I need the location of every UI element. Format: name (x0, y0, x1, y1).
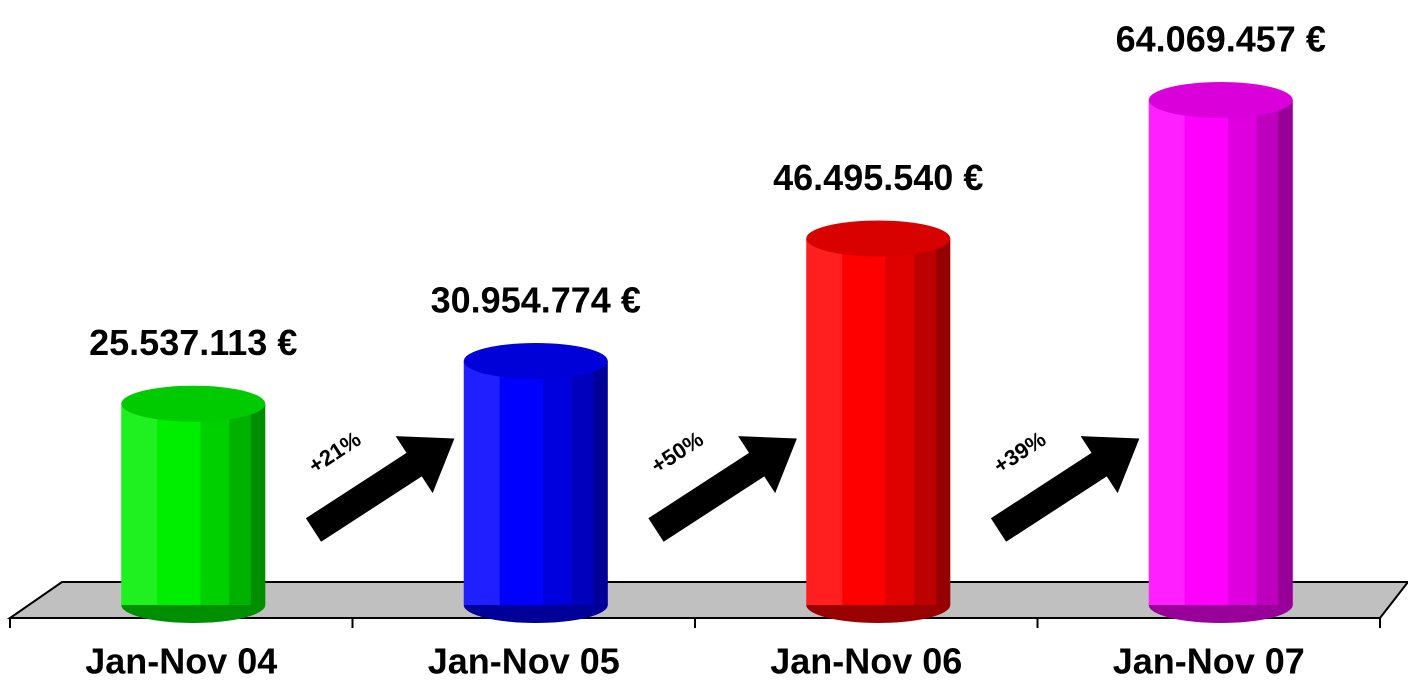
bar (1148, 100, 1293, 605)
bar-shade (250, 403, 266, 605)
bar (463, 361, 608, 605)
bar (806, 238, 951, 605)
bar-shade (1227, 100, 1293, 605)
annotation: +39% (989, 426, 1050, 478)
x-tick-label: Jan-Nov 04 (85, 641, 277, 682)
arrow (648, 436, 797, 542)
growth-arrow: +21% (304, 426, 455, 542)
growth-arrow: +39% (989, 426, 1140, 542)
bar-shade (1278, 100, 1293, 605)
value-label: 46.495.540 € (773, 157, 983, 198)
value-label: 64.069.457 € (1116, 19, 1326, 60)
bar-shade (571, 361, 608, 605)
value-label: 30.954.774 € (431, 280, 641, 321)
annotation: +50% (646, 426, 707, 478)
bar-top (1148, 82, 1293, 118)
arrow (990, 436, 1140, 542)
bar-top (121, 385, 266, 422)
annotation: +21% (304, 426, 365, 478)
bar-shade (914, 238, 951, 605)
bar-shade (593, 361, 608, 605)
bar-highlight (463, 361, 500, 605)
bar-highlight (1148, 100, 1185, 605)
bar-shade (200, 403, 266, 605)
value-label: 25.537.113 € (89, 322, 297, 363)
bar-shade (885, 238, 951, 605)
bar-highlight (121, 403, 158, 605)
bar-shade (542, 361, 608, 605)
bar-shade (1256, 100, 1293, 605)
bar-shade (935, 238, 951, 605)
bar (121, 403, 266, 605)
growth-arrow: +50% (646, 426, 797, 542)
x-tick-label: Jan-Nov 05 (428, 641, 620, 682)
arrow (305, 436, 455, 542)
x-tick-label: Jan-Nov 07 (1113, 641, 1305, 682)
x-tick-label: Jan-Nov 06 (770, 641, 962, 682)
bar-top (806, 220, 951, 257)
bar-highlight (806, 238, 843, 605)
bar-top (463, 343, 608, 380)
bar-shade (229, 403, 266, 605)
